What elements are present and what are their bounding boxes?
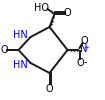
Text: O: O bbox=[64, 8, 71, 18]
Text: O: O bbox=[77, 58, 84, 68]
Text: HN: HN bbox=[13, 60, 28, 70]
Text: O: O bbox=[46, 84, 53, 94]
Text: N: N bbox=[80, 44, 87, 54]
Text: HN: HN bbox=[13, 30, 28, 40]
Text: -: - bbox=[83, 57, 87, 67]
Text: O: O bbox=[81, 36, 88, 46]
Text: +: + bbox=[83, 44, 89, 50]
Text: HO: HO bbox=[34, 3, 49, 13]
Text: O: O bbox=[1, 45, 8, 55]
